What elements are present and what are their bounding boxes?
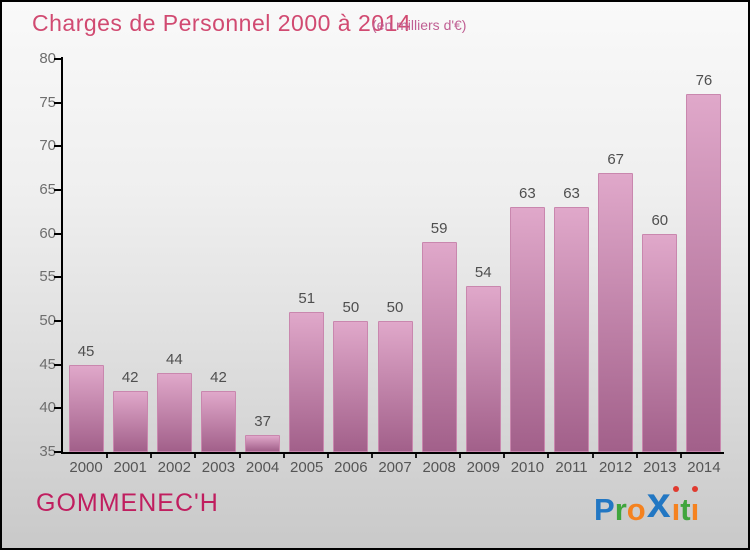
y-axis-tick-mark (54, 407, 62, 410)
bar-2002 (156, 373, 192, 452)
x-axis-tick-mark (106, 454, 109, 458)
x-axis-category-label: 2003 (201, 459, 236, 476)
bar-2004 (245, 434, 281, 452)
y-axis-tick-label: 55 (39, 268, 56, 286)
logo-letter-r: r (614, 492, 627, 527)
y-axis-tick-mark (54, 363, 62, 366)
bar-value-label: 50 (386, 299, 404, 316)
bar-value-label: 44 (165, 351, 183, 369)
logo-letter-x: x (646, 479, 671, 527)
x-axis-tick-mark (459, 454, 462, 458)
bar-value-label: 76 (695, 71, 713, 89)
y-axis-tick-mark (54, 232, 62, 235)
x-axis-tick-mark (194, 454, 197, 458)
logo-letter-i-dot (672, 486, 679, 492)
y-axis-tick-mark (54, 320, 62, 322)
bar-2000 (68, 364, 104, 452)
y-axis-tick-label: 80 (39, 50, 56, 67)
logo-letter-i-dot (691, 486, 698, 492)
y-axis-tick-label: 60 (39, 224, 56, 242)
x-axis-tick-mark (591, 454, 594, 458)
bar-2008 (421, 242, 457, 452)
y-axis-tick-mark (54, 276, 62, 279)
x-axis-tick-mark (238, 454, 241, 458)
x-axis-category-label: 2000 (69, 459, 103, 476)
bar-2013 (642, 233, 678, 452)
bar-value-label: 63 (563, 185, 580, 203)
x-axis-category-label: 2013 (643, 459, 677, 476)
bar-2003 (200, 390, 236, 452)
x-axis-category-label: 2001 (113, 459, 147, 476)
y-axis-line (61, 57, 63, 454)
bar-value-label: 42 (210, 368, 227, 386)
commune-name: GOMMENEC'H (36, 489, 219, 517)
x-axis-category-label: 2010 (510, 459, 545, 476)
x-axis-tick-mark (150, 454, 153, 458)
x-axis-category-label: 2012 (598, 459, 633, 476)
chart-title: Charges de Personnel 2000 à 2014 (32, 10, 412, 36)
x-axis-category-label: 2007 (378, 459, 412, 476)
chart-subtitle: (en milliers d'€) (372, 17, 467, 33)
bar-2006 (333, 321, 369, 452)
bar-value-label: 50 (342, 299, 360, 316)
bar-value-label: 42 (121, 368, 139, 386)
bar-value-label: 67 (607, 150, 624, 168)
x-axis-tick-mark (503, 454, 506, 458)
x-axis-category-label: 2005 (290, 459, 324, 476)
y-axis-tick-mark (54, 58, 62, 60)
x-axis-category-label: 2002 (157, 459, 192, 476)
x-axis-category-label: 2008 (422, 459, 456, 476)
y-axis-tick-label: 75 (39, 93, 56, 111)
logo-letter-t: t (680, 492, 691, 527)
x-axis-line (61, 452, 724, 454)
bar-2009 (465, 286, 501, 452)
logo-letter-P: P (594, 492, 615, 527)
bar-value-label: 51 (298, 290, 316, 308)
bar-2007 (377, 321, 413, 452)
y-axis-tick-mark (54, 101, 62, 104)
bar-value-label: 60 (651, 211, 669, 229)
y-axis-tick-mark (54, 145, 62, 148)
y-axis-tick-label: 35 (39, 443, 56, 460)
y-axis-tick-label: 50 (39, 312, 56, 329)
x-axis-category-label: 2011 (555, 459, 588, 476)
x-axis-tick-mark (415, 454, 418, 458)
bar-2005 (289, 312, 325, 452)
bar-2010 (509, 207, 545, 452)
x-axis-tick-mark (679, 454, 682, 458)
y-axis-tick-mark (54, 189, 62, 191)
y-axis-tick-label: 45 (39, 355, 56, 373)
x-axis-category-label: 2006 (334, 459, 368, 476)
bar-2014 (686, 93, 722, 452)
y-axis-tick-label: 40 (39, 399, 56, 417)
y-axis-tick-mark (54, 451, 62, 453)
y-axis-tick-label: 65 (39, 181, 56, 198)
x-axis-tick-mark (635, 454, 638, 458)
logo-letter-i: ı (691, 486, 699, 525)
bar-2012 (598, 172, 634, 452)
bar-2001 (112, 390, 148, 452)
x-axis-tick-mark (547, 454, 550, 458)
bar-value-label: 54 (474, 264, 492, 282)
x-axis-category-label: 2004 (245, 459, 280, 476)
x-axis-category-label: 2009 (466, 459, 500, 476)
x-axis-tick-mark (282, 454, 285, 458)
bar-value-label: 63 (519, 185, 536, 203)
bar-value-label: 37 (254, 412, 271, 430)
bar-value-label: 59 (430, 220, 448, 238)
bar-2011 (554, 207, 590, 452)
logo-letter-o: o (626, 492, 646, 527)
bar-value-label: 45 (77, 342, 95, 360)
logo-letter-i: ı (672, 486, 680, 525)
x-axis-tick-mark (326, 454, 329, 458)
x-axis-category-label: 2014 (687, 459, 721, 476)
y-axis-tick-label: 70 (39, 137, 56, 155)
x-axis-tick-mark (370, 454, 373, 458)
